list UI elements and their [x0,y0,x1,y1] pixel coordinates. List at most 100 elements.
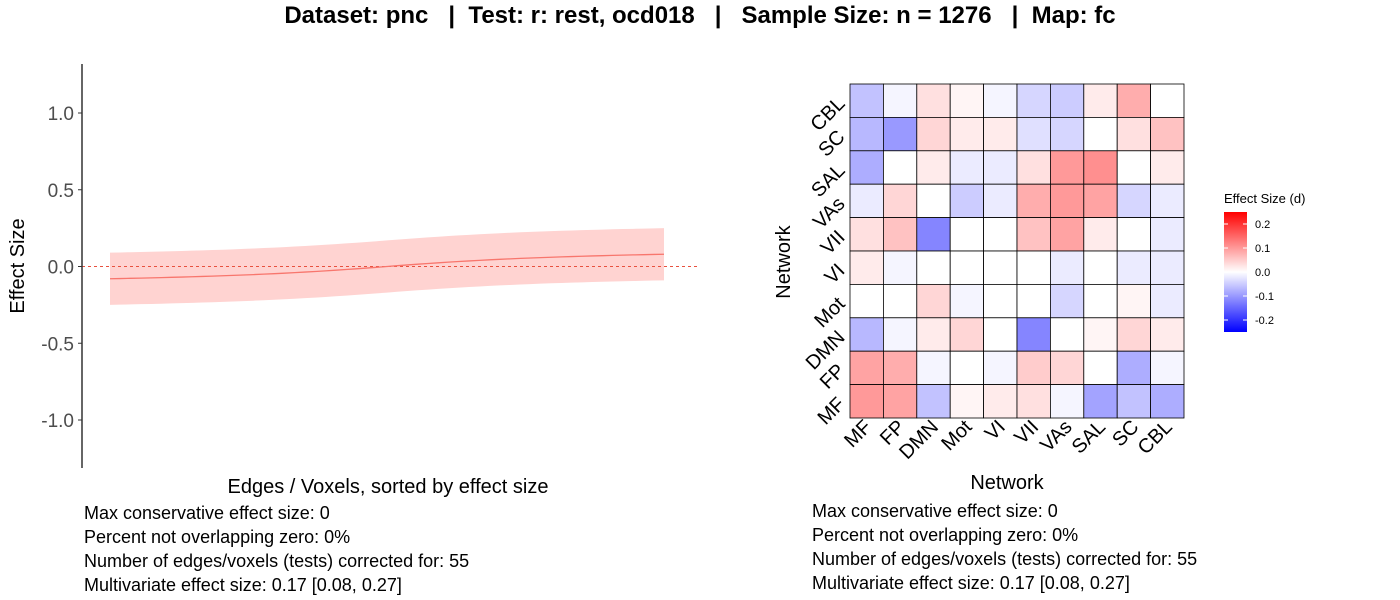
heatmap-cell [983,217,1018,252]
heatmap-cell [949,83,984,118]
heatmap-cell [1116,283,1152,319]
row-label: VI [821,260,850,289]
legend-tick-label: 0.1 [1255,243,1270,255]
heatmap-cell [1150,150,1185,185]
heatmap-cell [949,150,984,185]
heatmap-cell [849,217,884,252]
heatmap-cell [849,150,884,185]
heatmap-cell [1016,384,1051,419]
effect-size-line [109,253,665,280]
heatmap-cell [882,83,918,118]
legend-title: Effect Size (d) [1224,191,1305,206]
heatmap-cell [916,150,951,185]
heatmap-cell [1150,250,1185,285]
heatmap-cell [1049,350,1085,386]
row-label: MF [814,393,850,429]
column-label: Mot [937,416,976,455]
heatmap-cell [916,183,951,218]
heatmap-cell [849,183,884,218]
heatmap-cell [1116,183,1152,218]
legend-colorbar [1224,212,1247,332]
heatmap-cell [1049,317,1085,352]
heatmap-cell [1116,384,1152,419]
y-tick-label: 1.0 [48,104,74,125]
x-axis-label: Edges / Voxels, sorted by effect size [228,476,549,498]
row-label: SAL [807,159,849,201]
heatmap-cell [916,317,951,352]
heatmap-cell [849,384,884,419]
heatmap-cell [1150,183,1185,218]
heatmap-cell [949,117,984,152]
stat-max-effect: Max conservative effect size: 0 [84,503,330,523]
column-label: VAs [1036,416,1076,456]
heatmap-cell [882,283,918,319]
heatmap-cell [1016,217,1051,252]
heatmap-cell [1116,217,1152,252]
heatmap-cell [1150,83,1185,118]
legend-tick-label: 0.2 [1255,219,1270,231]
heatmap-cell [1016,250,1051,285]
heatmap-cell [1049,150,1085,185]
heatmap-cell [983,384,1018,419]
stat-tests-corrected: Number of edges/voxels (tests) corrected… [812,549,1198,569]
heatmap-cell [1150,283,1185,319]
heatmap-cell [1150,217,1185,252]
heatmap-cell [1083,317,1118,352]
heatmap-cell [983,83,1018,118]
heatmap-cell [882,217,918,252]
stat-multivariate: Multivariate effect size: 0.17 [0.08, 0.… [812,573,1130,593]
heatmap-cell [983,283,1018,319]
stat-percent-nonzero: Percent not overlapping zero: 0% [84,527,351,547]
row-label: Mot [810,293,849,332]
heatmap-cell [983,117,1018,152]
stat-tests-corrected: Number of edges/voxels (tests) corrected… [84,551,470,571]
heatmap-cell [1150,117,1185,152]
heatmap-cell [1083,83,1118,118]
y-axis-label: Network [773,224,795,298]
heatmap-cell [949,350,984,386]
heatmap-cell [849,317,884,352]
column-label: VI [981,416,1010,445]
y-tick-label: 0.0 [48,258,74,279]
heatmap-cell [983,350,1018,386]
heatmap-cell [849,250,884,285]
y-tick-label: -0.5 [41,334,74,355]
heatmap-cell [1049,117,1085,152]
heatmap-cell [1049,250,1085,285]
heatmap-cell [1150,384,1185,419]
heatmap-cell [916,283,951,319]
heatmap-cell [882,350,918,386]
heatmap-cell [949,183,984,218]
heatmap-cell [1016,283,1051,319]
heatmap-cell [882,117,918,152]
heatmap-cell [849,117,884,152]
heatmap-cell [916,384,951,419]
heatmap-cell [1049,283,1085,319]
heatmap-cell [1049,183,1085,218]
heatmap-cell [1083,283,1118,319]
heatmap-cell [1150,317,1185,352]
heatmap-cell [1083,217,1118,252]
heatmap-cell [882,384,918,419]
column-label: MF [840,416,876,452]
heatmap-cell [949,217,984,252]
column-label: SAL [1068,416,1110,458]
heatmap-cell [882,183,918,218]
heatmap-cell [1016,350,1051,386]
stats-right: Max conservative effect size: 0 Percent … [812,499,1197,595]
heatmap-cell [849,283,884,319]
heatmap-cell [949,317,984,352]
heatmap-cell [1049,83,1085,118]
heatmap-cell [983,183,1018,218]
heatmap-cell [949,250,984,285]
heatmap-cell [1116,117,1152,152]
heatmap-cell [916,117,951,152]
heatmap-cell [1016,117,1051,152]
column-label: CBL [1134,416,1177,459]
heatmap-cell [983,150,1018,185]
heatmap-cell [916,350,951,386]
heatmap-cell [1150,350,1185,386]
heatmap-cell [1116,317,1152,352]
heatmap-cell [1016,150,1051,185]
